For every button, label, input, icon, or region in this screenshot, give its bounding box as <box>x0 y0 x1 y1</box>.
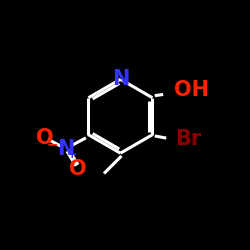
Text: O: O <box>69 158 86 178</box>
Text: N: N <box>57 138 74 158</box>
Text: +: + <box>67 148 78 161</box>
Text: −: − <box>46 137 58 151</box>
Text: OH: OH <box>174 80 209 100</box>
Text: N: N <box>112 68 129 88</box>
Text: Br: Br <box>176 128 202 148</box>
Text: O: O <box>36 128 54 148</box>
